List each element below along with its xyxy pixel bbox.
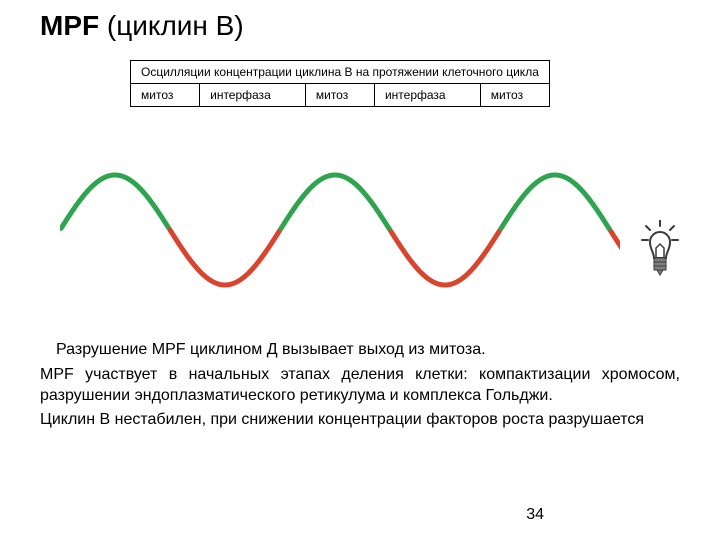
title-paren: (циклин В) [107, 10, 244, 41]
paragraph: MPF участвует в начальных этапах деления… [40, 365, 680, 407]
oscillation-wave [60, 150, 620, 315]
table-cell: митоз [480, 84, 549, 107]
page-title: MPF (циклин В) [40, 10, 244, 42]
phase-table: Осцилляции концентрации циклина В на про… [130, 60, 550, 107]
table-cell: митоз [131, 84, 200, 107]
table-header: Осцилляции концентрации циклина В на про… [131, 61, 550, 84]
paragraph: Разрушение MPF циклином Д вызывает выход… [40, 340, 680, 361]
page-number: 34 [526, 506, 544, 524]
body-text: Разрушение MPF циклином Д вызывает выход… [40, 340, 680, 435]
title-main: MPF [40, 10, 99, 41]
wave-svg [60, 150, 620, 310]
lightbulb-svg [640, 220, 680, 280]
paragraph: Циклин В нестабилен, при снижении концен… [40, 410, 680, 431]
table-cell: интерфаза [200, 84, 306, 107]
lightbulb-icon [640, 220, 680, 280]
table-cell: митоз [305, 84, 374, 107]
table-cell: интерфаза [374, 84, 480, 107]
